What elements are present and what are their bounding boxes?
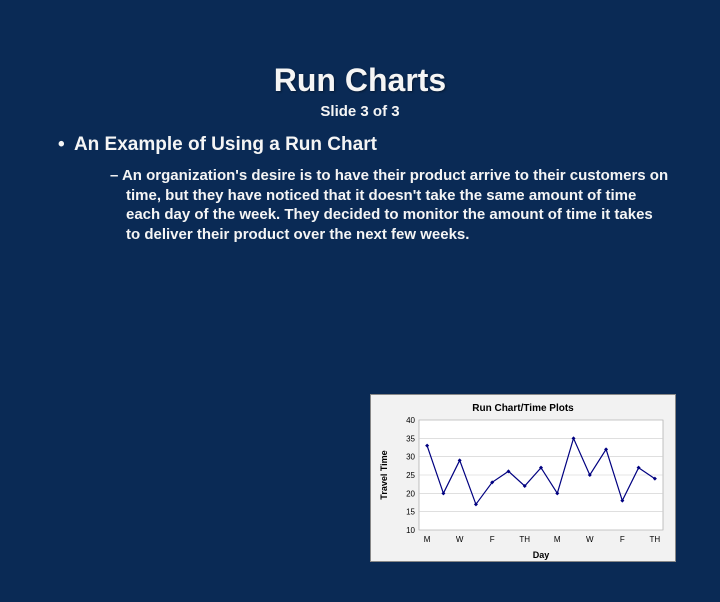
svg-text:30: 30 <box>406 453 415 462</box>
slide-subtitle: Slide 3 of 3 <box>0 103 720 120</box>
run-chart-container: Run Chart/Time Plots 10152025303540MWFTH… <box>370 394 676 562</box>
chart-title: Run Chart/Time Plots <box>371 403 675 414</box>
svg-text:15: 15 <box>406 508 415 517</box>
bullet-level-2: An organization's desire is to have thei… <box>126 166 670 244</box>
svg-text:20: 20 <box>406 489 415 498</box>
svg-text:10: 10 <box>406 526 415 535</box>
slide-title: Run Charts <box>0 62 720 99</box>
bullet-level-1: An Example of Using a Run Chart <box>76 134 720 156</box>
svg-text:25: 25 <box>406 471 415 480</box>
svg-text:Travel Time: Travel Time <box>379 450 389 499</box>
svg-text:Day: Day <box>533 550 550 560</box>
svg-text:40: 40 <box>406 416 415 425</box>
svg-text:35: 35 <box>406 434 415 443</box>
